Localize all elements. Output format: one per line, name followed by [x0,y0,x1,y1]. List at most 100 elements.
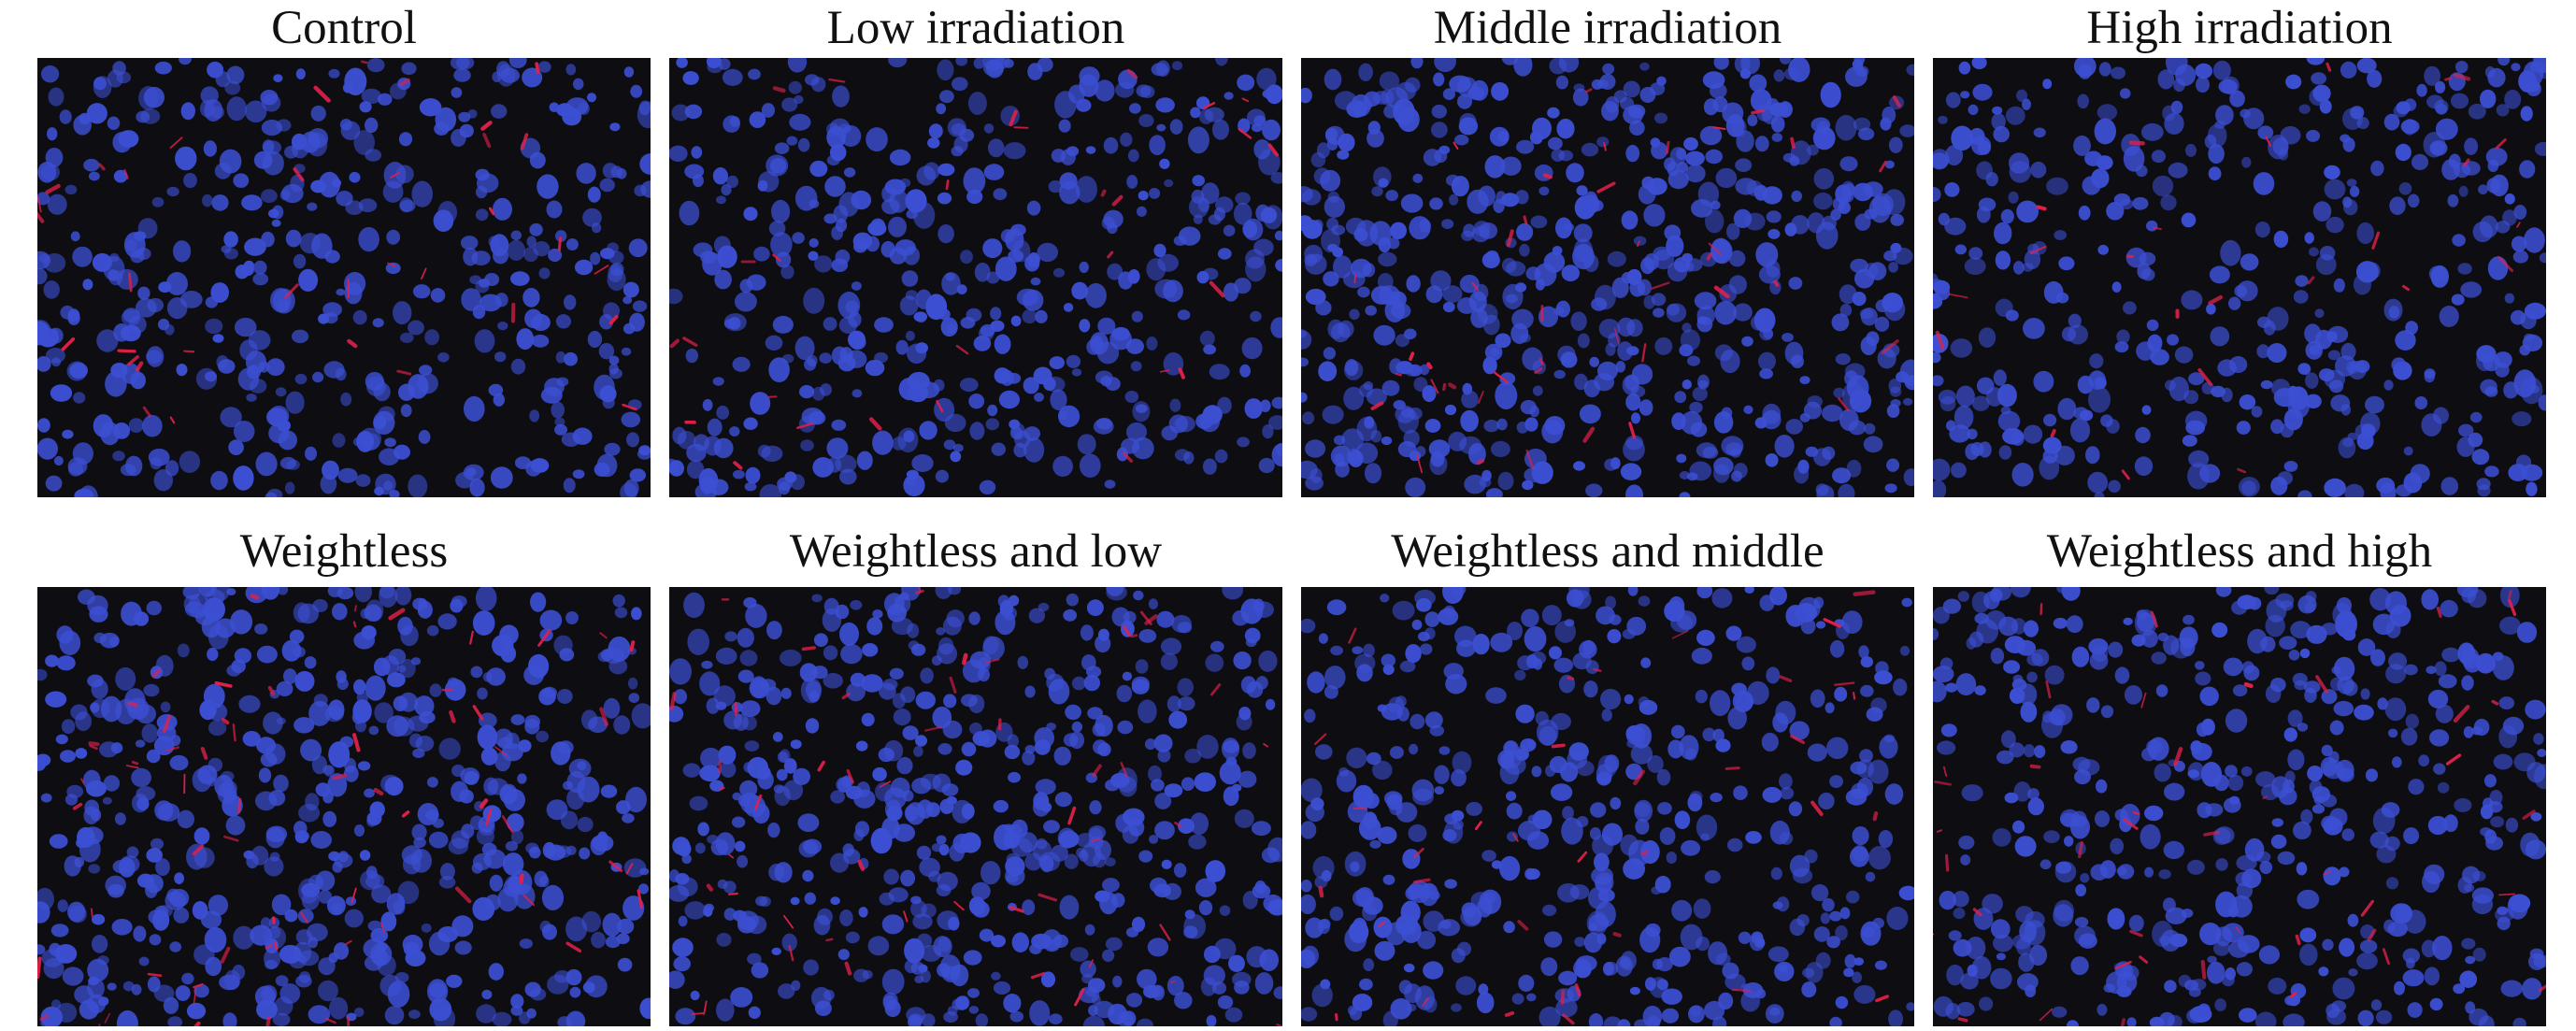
nucleus-dot [394,444,410,460]
nucleus-dot [2181,212,2197,228]
nucleus-dot [638,883,649,895]
stain-mark [1724,766,1740,770]
nucleus-dot [410,657,422,666]
nucleus-dot [2155,684,2168,697]
nucleus-dot [969,422,985,440]
nucleus-dot [1324,68,1342,91]
nucleus-dot [1623,106,1643,124]
nucleus-dot [353,1007,365,1017]
nucleus-dot [1979,996,1994,1011]
nucleus-dot [312,599,328,612]
nucleus-dot [1884,483,1897,494]
nucleus-dot [75,711,92,732]
nucleus-dot [2339,866,2350,878]
nucleus-dot [1204,107,1224,122]
nucleus-dot [293,253,307,269]
nucleus-dot [1627,587,1639,596]
nucleus-dot [1946,964,1964,986]
nucleus-dot [1381,379,1400,396]
nucleus-dot [767,822,780,838]
nucleus-dot [49,834,68,849]
nucleus-dot [1310,151,1326,168]
nucleus-dot [777,751,789,763]
nucleus-dot [340,121,361,140]
nucleus-dot [2329,379,2344,394]
nucleus-dot [1044,667,1056,680]
stain-mark [193,987,197,1007]
nucleus-dot [1992,828,2011,847]
nucleus-dot [1478,185,1496,207]
nucleus-dot [1156,60,1170,78]
nucleus-dot [2299,648,2311,659]
nucleus-dot [1540,957,1558,977]
nucleus-dot [2166,58,2188,76]
nucleus-dot [2475,652,2496,674]
nucleus-dot [37,418,50,433]
nucleus-dot [1144,738,1156,751]
nucleus-dot [565,916,588,942]
nucleus-dot [959,378,979,393]
nucleus-dot [1444,879,1457,889]
nucleus-dot [1893,678,1908,696]
nucleus-dot [1782,152,1796,163]
stain-mark [135,361,144,372]
nucleus-dot [153,469,173,492]
nucleus-dot [354,587,372,603]
nucleus-dot [2390,903,2413,924]
nucleus-dot [2002,428,2025,445]
nucleus-dot [41,164,60,181]
nucleus-dot [1666,235,1684,257]
nucleus-dot [1682,322,1692,333]
stain-layer [669,587,1282,1026]
nucleus-dot [218,359,236,374]
nucleus-dot [1334,91,1357,110]
nucleus-dot [2256,344,2270,359]
nucleus-dot [1852,826,1869,846]
nucleus-dot [2297,363,2311,375]
nucleus-dot [1506,791,1517,801]
nucleus-dot [1146,337,1158,351]
nucleus-dot [205,589,225,605]
nucleus-dot [353,824,365,837]
nucleus-dot [2111,281,2122,293]
nucleus-dot [903,246,921,265]
nucleus-dot [750,392,771,415]
nucleus-dot [1835,924,1848,941]
nucleus-dot [1802,967,1815,979]
nucleus-dot [2304,601,2316,613]
nucleus-dot [482,672,493,682]
nucleus-dot [604,442,621,456]
nucleus-dot [861,674,883,693]
nucleus-dot [554,423,567,436]
nucleus-dot [784,471,797,483]
nucleus-dot [546,799,568,821]
nucleus-dot [715,701,727,710]
nucleus-dot [241,194,263,211]
nucleus-dot [1596,136,1610,148]
nucleus-dot [1944,182,1960,197]
nucleus-dot [1882,293,1903,313]
nucleus-dot [1500,156,1522,176]
nucleus-dot [936,884,952,896]
nucleus-dot [2240,253,2259,271]
nucleus-dot [1572,243,1595,270]
nucleus-dot [987,138,1005,158]
stain-mark [1335,1013,1338,1022]
nucleus-dot [1850,258,1868,273]
nucleus-dot [681,853,692,865]
stain-mark [1471,281,1480,291]
nucleus-dot [1572,88,1589,107]
nucleus-dot [669,460,684,477]
nucleus-dot [1131,676,1150,692]
nucleus-dot [2000,208,2014,224]
nucleus-dot [2485,836,2504,851]
nucleus-dot [2088,386,2111,413]
nucleus-dot [1518,974,1535,992]
nucleus-dot [489,874,504,892]
nucleus-dot [715,647,737,665]
nucleus-dot [1000,229,1015,243]
nucleus-dot [480,747,498,766]
nucleus-dot [2279,636,2297,650]
nucleus-dot [2164,112,2184,135]
nucleus-dot [377,93,393,106]
